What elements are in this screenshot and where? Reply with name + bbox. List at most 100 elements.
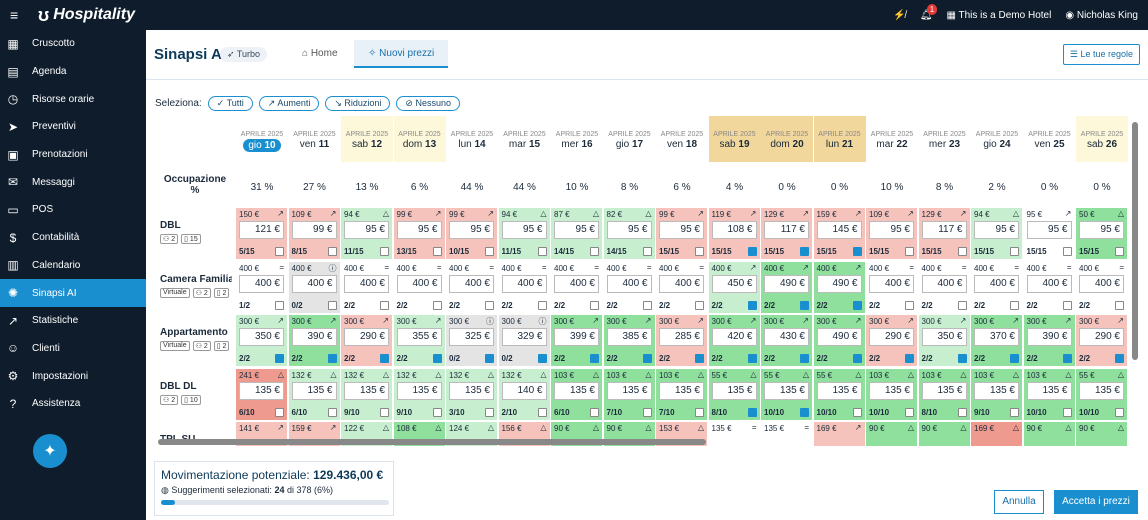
- suggested-price-input[interactable]: 95 €: [869, 221, 914, 239]
- suggested-price-input[interactable]: 117 €: [764, 221, 809, 239]
- suggested-price-input[interactable]: 135 €: [554, 381, 599, 400]
- suggested-price-input[interactable]: 325 €: [449, 328, 494, 346]
- bell-icon[interactable]: 🔔︎ 1: [920, 3, 938, 21]
- accept-checkbox[interactable]: [1115, 247, 1124, 256]
- suggested-price-input[interactable]: 390 €: [291, 328, 337, 346]
- suggested-price-input[interactable]: 95 €: [396, 221, 442, 239]
- accept-checkbox[interactable]: [590, 354, 599, 363]
- suggested-price-input[interactable]: 135 €: [396, 381, 442, 400]
- suggested-price-input[interactable]: 95 €: [501, 221, 547, 239]
- suggested-price-input[interactable]: 285 €: [659, 328, 704, 346]
- accept-checkbox[interactable]: [905, 247, 914, 256]
- accept-checkbox[interactable]: [1062, 407, 1072, 417]
- suggested-price-input[interactable]: 400 €: [449, 274, 494, 293]
- accept-checkbox[interactable]: [485, 247, 494, 256]
- suggested-price-input[interactable]: 135 €: [606, 381, 652, 400]
- suggested-price-input[interactable]: 400 €: [921, 274, 967, 293]
- suggested-price-input[interactable]: 135 €: [711, 381, 757, 400]
- filter-none[interactable]: ⊘ Nessuno: [396, 96, 460, 111]
- accept-checkbox[interactable]: [905, 300, 914, 310]
- suggested-price-input[interactable]: 400 €: [659, 274, 704, 293]
- accept-checkbox[interactable]: [590, 300, 599, 310]
- accept-checkbox[interactable]: [1062, 354, 1072, 363]
- accept-checkbox[interactable]: [747, 247, 757, 256]
- suggested-price-input[interactable]: 95 €: [1079, 221, 1124, 239]
- sidebar-item-cruscotto[interactable]: ▦ Cruscotto: [0, 30, 146, 58]
- suggested-price-input[interactable]: 400 €: [344, 274, 389, 293]
- suggested-price-input[interactable]: 350 €: [239, 328, 284, 346]
- accept-checkbox[interactable]: [327, 354, 337, 363]
- sidebar-item-assistenza[interactable]: ? Assistenza: [0, 390, 146, 418]
- sidebar-item-calendario[interactable]: ▥ Calendario: [0, 252, 146, 280]
- suggested-price-input[interactable]: 400 €: [869, 274, 914, 293]
- vertical-scrollbar[interactable]: [1132, 122, 1138, 360]
- rules-button[interactable]: ☰ Le tue regole: [1062, 44, 1140, 65]
- suggested-price-input[interactable]: 400 €: [606, 274, 652, 293]
- suggested-price-input[interactable]: 135 €: [764, 381, 809, 400]
- flash-off-icon[interactable]: ⚡̸: [893, 9, 906, 21]
- accept-checkbox[interactable]: [957, 300, 967, 310]
- sidebar-item-clienti[interactable]: ☺ Clienti: [0, 335, 146, 363]
- suggested-price-input[interactable]: 135 €: [974, 381, 1019, 400]
- accept-checkbox[interactable]: [957, 247, 967, 256]
- accept-checkbox[interactable]: [380, 407, 389, 417]
- suggested-price-input[interactable]: 135 €: [816, 381, 862, 400]
- suggested-price-input[interactable]: 135 €: [344, 381, 389, 400]
- accept-checkbox[interactable]: [800, 354, 809, 363]
- accept-checkbox[interactable]: [695, 354, 704, 363]
- sidebar-item-agenda[interactable]: ▤ Agenda: [0, 58, 146, 86]
- cancel-button[interactable]: Annulla: [994, 490, 1044, 514]
- sidebar-item-contabilit-[interactable]: $ Contabilità: [0, 224, 146, 252]
- accept-checkbox[interactable]: [642, 247, 652, 256]
- suggested-price-input[interactable]: 399 €: [554, 328, 599, 346]
- menu-icon[interactable]: ≡: [10, 7, 19, 23]
- suggested-price-input[interactable]: 95 €: [554, 221, 599, 239]
- app-logo[interactable]: ʊ Hospitality: [38, 5, 135, 26]
- suggested-price-input[interactable]: 135 €: [869, 381, 914, 400]
- suggested-price-input[interactable]: 385 €: [606, 328, 652, 346]
- accept-checkbox[interactable]: [852, 247, 862, 256]
- accept-checkbox[interactable]: [275, 247, 284, 256]
- accept-checkbox[interactable]: [590, 247, 599, 256]
- suggested-price-input[interactable]: 135 €: [449, 381, 494, 400]
- suggested-price-input[interactable]: 95 €: [606, 221, 652, 239]
- suggested-price-input[interactable]: 490 €: [816, 328, 862, 346]
- accept-checkbox[interactable]: [642, 300, 652, 310]
- accept-checkbox[interactable]: [695, 247, 704, 256]
- suggested-price-input[interactable]: 355 €: [396, 328, 442, 346]
- accept-checkbox[interactable]: [852, 300, 862, 310]
- suggested-price-input[interactable]: 400 €: [239, 274, 284, 293]
- accept-checkbox[interactable]: [1115, 407, 1124, 417]
- suggested-price-input[interactable]: 400 €: [291, 274, 337, 293]
- accept-checkbox[interactable]: [852, 354, 862, 363]
- suggested-price-input[interactable]: 490 €: [816, 274, 862, 293]
- suggested-price-input[interactable]: 290 €: [344, 328, 389, 346]
- suggested-price-input[interactable]: 140 €: [501, 381, 547, 400]
- accept-checkbox[interactable]: [485, 354, 494, 363]
- accept-checkbox[interactable]: [695, 300, 704, 310]
- suggested-price-input[interactable]: 329 €: [501, 328, 547, 346]
- accept-checkbox[interactable]: [747, 407, 757, 417]
- suggested-price-input[interactable]: 135 €: [659, 381, 704, 400]
- accept-checkbox[interactable]: [432, 300, 442, 310]
- suggested-price-input[interactable]: 400 €: [396, 274, 442, 293]
- suggested-price-input[interactable]: 95 €: [344, 221, 389, 239]
- filter-decrease[interactable]: ↘ Riduzioni: [325, 96, 391, 111]
- suggested-price-input[interactable]: 400 €: [1026, 274, 1072, 293]
- suggested-price-input[interactable]: 145 €: [816, 221, 862, 239]
- accept-checkbox[interactable]: [380, 247, 389, 256]
- suggested-price-input[interactable]: 290 €: [869, 328, 914, 346]
- suggested-price-input[interactable]: 95 €: [449, 221, 494, 239]
- suggested-price-input[interactable]: 135 €: [1079, 381, 1124, 400]
- sidebar-item-impostazioni[interactable]: ⚙ Impostazioni: [0, 362, 146, 390]
- accept-checkbox[interactable]: [432, 247, 442, 256]
- suggested-price-input[interactable]: 400 €: [501, 274, 547, 293]
- suggested-price-input[interactable]: 95 €: [1026, 221, 1072, 239]
- accept-checkbox[interactable]: [1062, 247, 1072, 256]
- accept-checkbox[interactable]: [1010, 300, 1019, 310]
- accept-checkbox[interactable]: [957, 354, 967, 363]
- accept-checkbox[interactable]: [747, 354, 757, 363]
- hotel-selector[interactable]: ▦ This is a Demo Hotel: [946, 10, 1051, 21]
- accept-checkbox[interactable]: [1010, 407, 1019, 417]
- filter-increase[interactable]: ↗ Aumenti: [258, 96, 320, 111]
